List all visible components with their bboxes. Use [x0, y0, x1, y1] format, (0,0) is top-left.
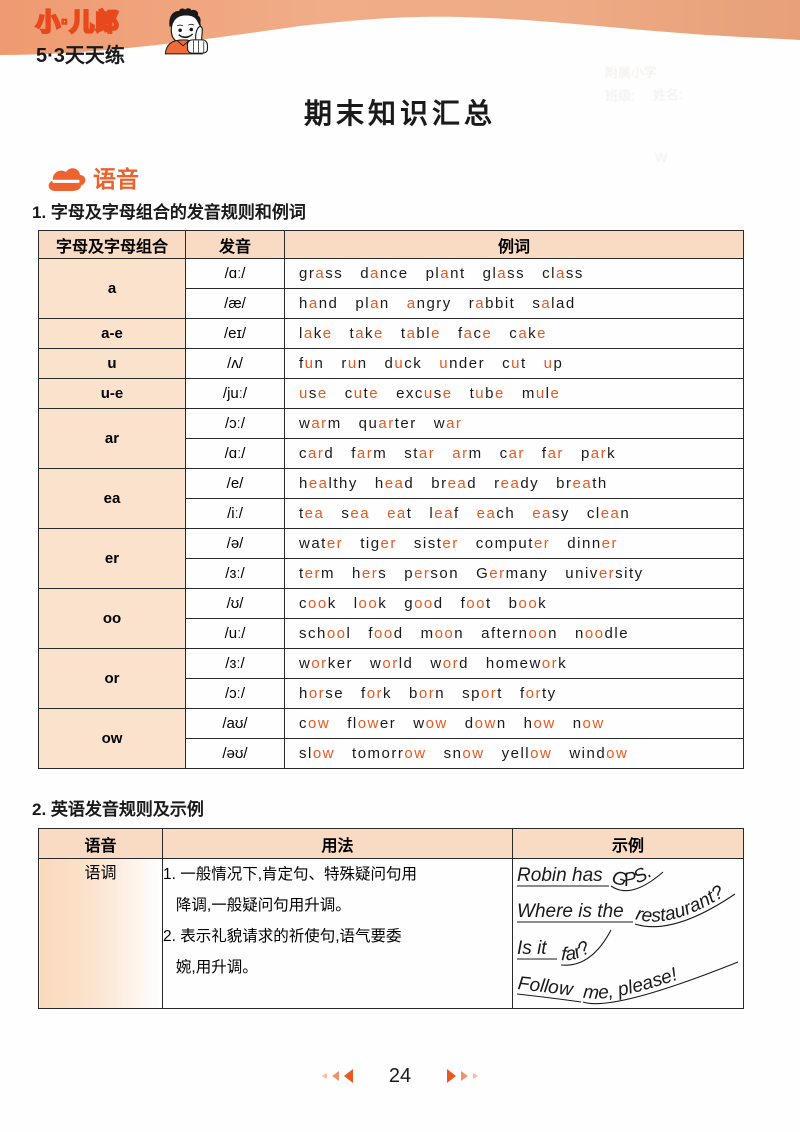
svg-text:Where is the: Where is the [517, 901, 624, 922]
svg-text:far?: far? [561, 937, 595, 965]
svg-text:GPS.: GPS. [609, 862, 656, 892]
svg-text:Follow: Follow [517, 973, 576, 1001]
svg-text:Robin has: Robin has [517, 865, 603, 886]
svg-text:Is it: Is it [517, 938, 547, 959]
svg-text:restaurant?: restaurant? [634, 881, 729, 926]
svg-text:24: 24 [389, 1065, 411, 1087]
